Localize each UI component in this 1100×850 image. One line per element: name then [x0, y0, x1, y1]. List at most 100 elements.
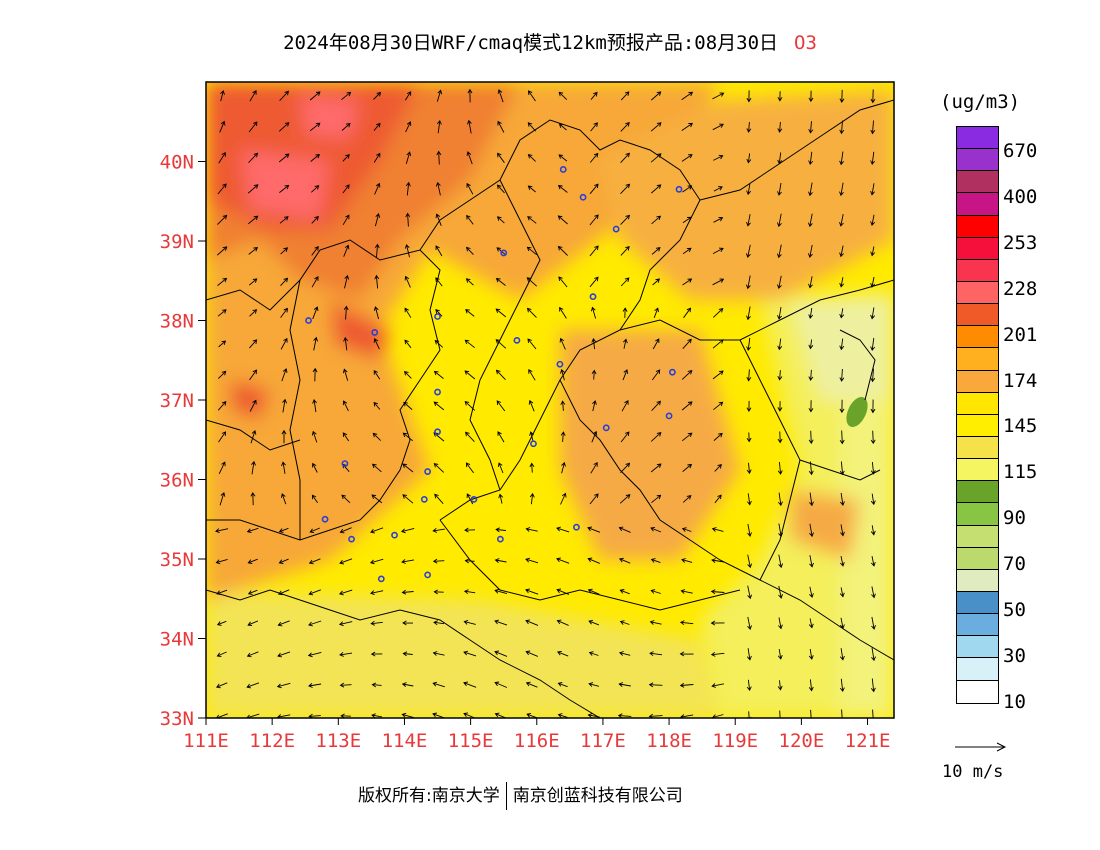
wind-arrow — [808, 151, 814, 166]
wind-arrow — [342, 154, 350, 162]
wind-arrow — [341, 122, 351, 131]
wind-arrow — [870, 89, 876, 104]
wind-arrow — [494, 588, 508, 595]
wind-arrow — [711, 558, 725, 563]
wind-arrow — [308, 589, 321, 596]
wind-arrow — [589, 245, 599, 257]
wind-arrow — [217, 183, 227, 195]
wind-arrow — [839, 556, 845, 567]
wind-arrow — [682, 185, 693, 193]
wind-arrow — [435, 181, 441, 196]
wind-arrow — [464, 339, 475, 349]
wind-arrow — [777, 370, 783, 381]
wind-arrow — [714, 463, 722, 472]
wind-arrow — [433, 463, 445, 473]
station-marker — [424, 571, 432, 579]
wind-arrow — [808, 618, 814, 629]
wind-arrow — [308, 683, 322, 688]
wind-arrow — [527, 90, 536, 102]
wind-arrow — [618, 557, 631, 564]
wind-arrow — [312, 399, 317, 413]
wind-arrow — [432, 558, 445, 564]
wind-arrow — [246, 651, 259, 658]
concentration-field — [206, 82, 894, 718]
legend-label: 50 — [1003, 599, 1026, 621]
wind-arrow — [497, 89, 504, 103]
wind-arrow — [589, 214, 599, 226]
wind-arrow — [648, 682, 663, 688]
wind-arrow — [871, 647, 876, 662]
wind-arrow — [590, 461, 598, 474]
wind-arrow — [526, 277, 537, 287]
station-marker — [496, 535, 504, 543]
wind-arrow — [527, 338, 537, 350]
wind-arrow — [402, 651, 413, 657]
wind-arrow — [372, 432, 382, 441]
legend-label: 145 — [1003, 415, 1038, 438]
wind-arrow — [681, 122, 694, 131]
wind-arrow — [870, 368, 876, 383]
wind-arrow — [525, 557, 539, 564]
wind-arrow — [651, 215, 662, 225]
wind-arrow — [870, 151, 876, 166]
lon-tick-label: 116E — [514, 730, 560, 752]
wind-arrow — [746, 400, 752, 412]
wind-arrow — [218, 431, 226, 443]
wind-arrow — [402, 620, 414, 626]
wind-arrow — [839, 587, 845, 598]
wind-arrow — [308, 620, 322, 627]
wind-arrow — [432, 651, 445, 656]
wind-arrow — [436, 150, 442, 165]
footer-right: 南京创蓝科技有限公司 — [512, 786, 683, 806]
wind-arrow — [497, 152, 505, 163]
wind-arrow — [433, 620, 445, 626]
legend-label: 201 — [1003, 323, 1038, 346]
wind-arrow — [682, 338, 692, 349]
wind-arrow — [342, 432, 350, 442]
wind-arrow — [713, 186, 723, 192]
wind-scale-label: 10 m/s — [942, 762, 1004, 782]
wind-arrow — [313, 336, 319, 351]
legend-swatch — [957, 392, 998, 415]
wind-arrow — [404, 243, 410, 258]
wind-arrow — [342, 400, 349, 412]
wind-arrow — [498, 493, 504, 504]
wind-arrow — [374, 182, 381, 195]
wind-arrow — [343, 305, 349, 320]
map-title: 2024年08月30日WRF/cmaq模式12km预报产品:08月30日 O3 — [0, 28, 1100, 55]
legend-unit: (ug/m3) — [940, 91, 1021, 113]
wind-arrow — [279, 216, 289, 224]
wind-arrow — [339, 682, 352, 688]
wind-arrow — [777, 649, 783, 660]
wind-arrow — [401, 712, 414, 718]
wind-arrow — [559, 306, 567, 319]
wind-arrow — [839, 648, 845, 661]
wind-arrow — [218, 461, 226, 474]
wind-arrow — [808, 679, 814, 692]
wind-arrow — [839, 678, 845, 693]
wind-arrow — [404, 307, 412, 318]
wind-arrow — [681, 401, 693, 411]
wind-arrow — [248, 152, 259, 164]
wind-arrow — [589, 493, 599, 505]
wind-arrow — [218, 151, 226, 164]
wind-arrow — [217, 246, 228, 256]
wind-arrow — [746, 679, 752, 692]
wind-arrow — [588, 651, 599, 656]
wind-arrow — [746, 711, 752, 718]
station-marker — [420, 495, 428, 503]
wind-arrow — [807, 213, 813, 228]
wind-arrow — [809, 492, 814, 507]
wind-arrow — [557, 682, 568, 688]
wind-arrow — [650, 589, 661, 594]
wind-arrow — [278, 153, 290, 163]
wind-arrow — [281, 461, 286, 474]
wind-arrow — [652, 338, 660, 350]
lon-tick-label: 119E — [712, 730, 758, 752]
lat-tick-label: 33N — [160, 708, 194, 730]
wind-arrow — [435, 213, 442, 226]
wind-arrow — [402, 432, 413, 442]
wind-arrow — [710, 620, 725, 626]
wind-arrow — [405, 181, 411, 196]
wind-arrow — [374, 274, 380, 289]
